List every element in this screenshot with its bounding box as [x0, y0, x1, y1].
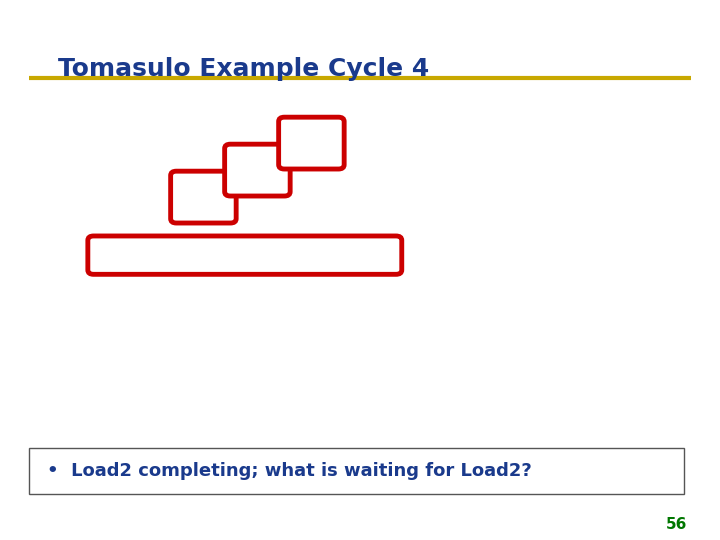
FancyBboxPatch shape — [171, 171, 236, 223]
Text: Tomasulo Example Cycle 4: Tomasulo Example Cycle 4 — [58, 57, 429, 80]
Text: •  Load2 completing; what is waiting for Load2?: • Load2 completing; what is waiting for … — [47, 462, 531, 480]
FancyBboxPatch shape — [88, 236, 402, 274]
FancyBboxPatch shape — [225, 144, 290, 196]
Bar — [29, 448, 684, 494]
Text: 56: 56 — [666, 517, 688, 532]
FancyBboxPatch shape — [279, 117, 344, 169]
